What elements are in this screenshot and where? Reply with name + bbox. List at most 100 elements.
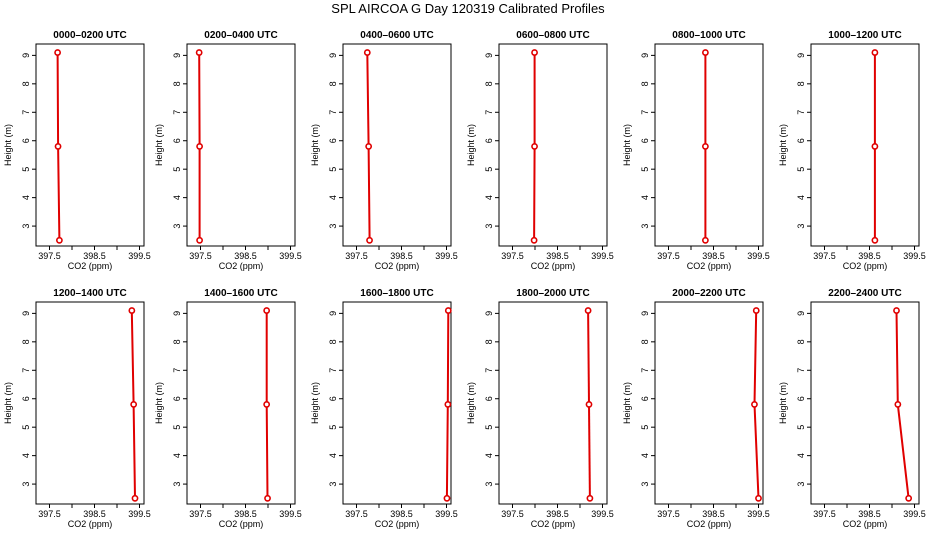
plot-frame [810, 301, 920, 505]
data-point [893, 307, 900, 314]
x-axis-label: CO2 (ppm) [375, 519, 420, 529]
y-tick-label: 4 [640, 195, 650, 200]
y-tick-label: 3 [484, 482, 494, 487]
data-point [444, 307, 452, 314]
profile-panel: 0200–0400 UTC 397.5 398.5 399.5 3 4 5 6 7 8 9 CO2 (… [154, 30, 302, 271]
profile-panel: 1800–2000 UTC 397.5 398.5 399.5 3 4 5 6 7 8 9 CO2 (… [466, 288, 614, 529]
plot-frame [35, 301, 145, 505]
profile-panel: 2000–2200 UTC 397.5 398.5 399.5 3 4 5 6 7 8 9 CO2 (… [622, 288, 770, 529]
data-point [905, 494, 913, 502]
data-point [751, 401, 758, 408]
y-tick-label: 5 [172, 167, 182, 172]
y-tick-label: 6 [328, 138, 338, 143]
y-tick-label: 7 [328, 110, 338, 115]
plot-frame [810, 43, 920, 247]
y-tick-label: 9 [796, 53, 806, 58]
plot-frame [342, 43, 452, 247]
y-tick-label: 4 [640, 453, 650, 458]
y-tick-label: 3 [640, 224, 650, 229]
y-axis-label: Height (m) [778, 382, 788, 424]
y-tick-label: 5 [640, 425, 650, 430]
x-tick-label: 398.5 [702, 509, 725, 519]
y-tick-label: 8 [484, 339, 494, 344]
y-tick-label: 9 [172, 311, 182, 316]
x-tick-label: 399.5 [591, 509, 614, 519]
data-point [130, 401, 138, 408]
y-tick-label: 3 [21, 224, 31, 229]
x-axis-label: CO2 (ppm) [375, 261, 420, 271]
y-tick-label: 4 [172, 195, 182, 200]
y-tick-label: 9 [21, 311, 31, 316]
x-tick-label: 397.5 [813, 509, 836, 519]
y-tick-label: 7 [21, 110, 31, 115]
y-tick-label: 7 [640, 368, 650, 373]
y-tick-label: 3 [328, 482, 338, 487]
x-tick-label: 397.5 [501, 251, 524, 261]
data-point [584, 307, 592, 314]
y-axis-label: Height (m) [622, 382, 632, 424]
x-tick-label: 397.5 [345, 251, 368, 261]
plot-frame [654, 43, 764, 247]
x-axis-label: CO2 (ppm) [687, 261, 732, 271]
x-tick-label: 399.5 [903, 251, 926, 261]
y-tick-label: 9 [172, 53, 182, 58]
x-tick-label: 399.5 [591, 251, 614, 261]
data-point [586, 494, 594, 502]
x-axis-label: CO2 (ppm) [687, 519, 732, 529]
y-tick-label: 4 [484, 453, 494, 458]
x-tick-label: 398.5 [858, 251, 881, 261]
y-tick-label: 6 [796, 396, 806, 401]
data-point [366, 236, 373, 244]
x-axis-label: CO2 (ppm) [531, 519, 576, 529]
x-tick-label: 397.5 [38, 251, 61, 261]
y-tick-label: 6 [640, 396, 650, 401]
x-tick-label: 397.5 [189, 509, 212, 519]
plot-frame [498, 301, 608, 505]
profile-panel: 1000–1200 UTC 397.5 398.5 399.5 3 4 5 6 7 8 9 CO2 (… [778, 30, 926, 271]
data-point [585, 401, 593, 408]
y-tick-label: 8 [21, 81, 31, 86]
x-tick-label: 399.5 [279, 509, 302, 519]
y-tick-label: 9 [21, 53, 31, 58]
data-point [196, 236, 203, 244]
x-tick-label: 398.5 [702, 251, 725, 261]
profile-panel: 1200–1400 UTC 397.5 398.5 399.5 3 4 5 6 7 8 9 CO2 (… [3, 288, 151, 529]
y-tick-label: 4 [328, 453, 338, 458]
y-tick-label: 6 [172, 396, 182, 401]
plot-frame [35, 43, 145, 247]
x-tick-label: 397.5 [657, 509, 680, 519]
data-point [702, 143, 709, 150]
y-tick-label: 8 [172, 81, 182, 86]
data-point [702, 49, 709, 56]
profile-panel: 0600–0800 UTC 397.5 398.5 399.5 3 4 5 6 7 8 9 CO2 (… [466, 30, 614, 271]
y-tick-label: 5 [328, 425, 338, 430]
y-tick-label: 4 [21, 453, 31, 458]
x-tick-label: 398.5 [234, 251, 257, 261]
plot-frame [186, 301, 296, 505]
data-point [196, 143, 203, 150]
y-tick-label: 8 [640, 339, 650, 344]
y-tick-label: 5 [172, 425, 182, 430]
y-tick-label: 6 [21, 396, 31, 401]
x-tick-label: 397.5 [657, 251, 680, 261]
y-tick-label: 6 [328, 396, 338, 401]
panel-title: 2200–2400 UTC [828, 288, 901, 299]
y-tick-label: 9 [328, 311, 338, 316]
x-tick-label: 397.5 [38, 509, 61, 519]
y-tick-label: 7 [172, 110, 182, 115]
data-point [365, 143, 373, 150]
y-tick-label: 9 [640, 311, 650, 316]
y-tick-label: 3 [172, 482, 182, 487]
y-axis-label: Height (m) [3, 382, 13, 424]
y-tick-label: 8 [172, 339, 182, 344]
panel-title: 0800–1000 UTC [672, 30, 745, 41]
data-point [263, 401, 271, 408]
data-point [264, 494, 271, 502]
profile-panel: 2200–2400 UTC 397.5 398.5 399.5 3 4 5 6 7 8 9 CO2 (… [778, 288, 926, 529]
y-tick-label: 8 [640, 81, 650, 86]
panel-title: 1400–1600 UTC [204, 288, 277, 299]
profile-panel: 1600–1800 UTC 397.5 398.5 399.5 3 4 5 6 7 8 9 CO2 (… [310, 288, 458, 529]
y-tick-label: 3 [640, 482, 650, 487]
x-tick-label: 398.5 [234, 509, 257, 519]
x-tick-label: 398.5 [858, 509, 881, 519]
